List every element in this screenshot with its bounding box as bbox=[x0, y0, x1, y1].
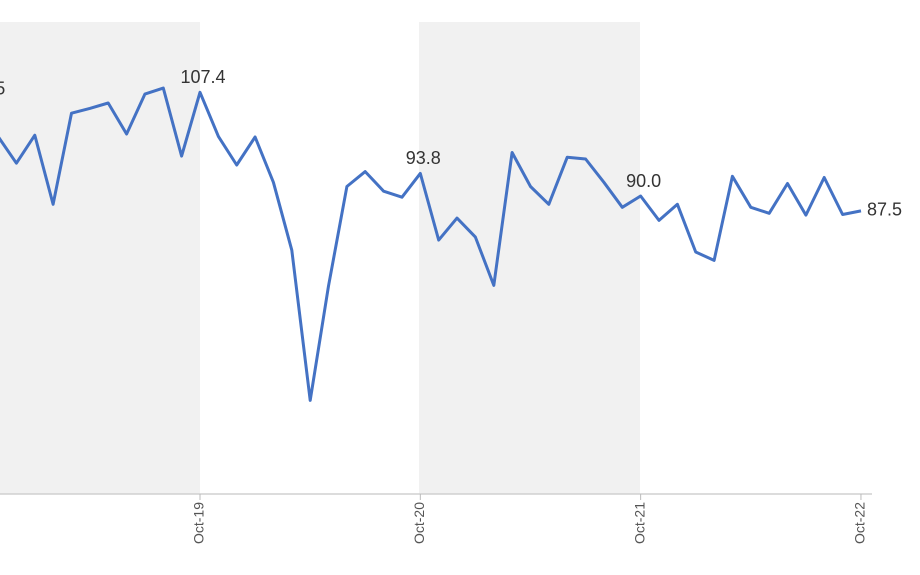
x-tick-label: Oct-21 bbox=[631, 502, 647, 544]
year-band bbox=[419, 22, 640, 494]
value-label: 93.8 bbox=[406, 148, 441, 168]
data-line bbox=[0, 86, 862, 402]
x-tick-label: Oct-22 bbox=[852, 502, 868, 544]
value-label: 105.5 bbox=[0, 78, 5, 98]
x-tick-label: Oct-19 bbox=[191, 502, 207, 544]
year-band bbox=[0, 22, 200, 494]
value-label: 87.5 bbox=[867, 200, 902, 220]
value-label: 90.0 bbox=[626, 171, 661, 191]
value-label: 107.4 bbox=[180, 67, 225, 87]
x-tick-label: Oct-20 bbox=[411, 502, 427, 544]
